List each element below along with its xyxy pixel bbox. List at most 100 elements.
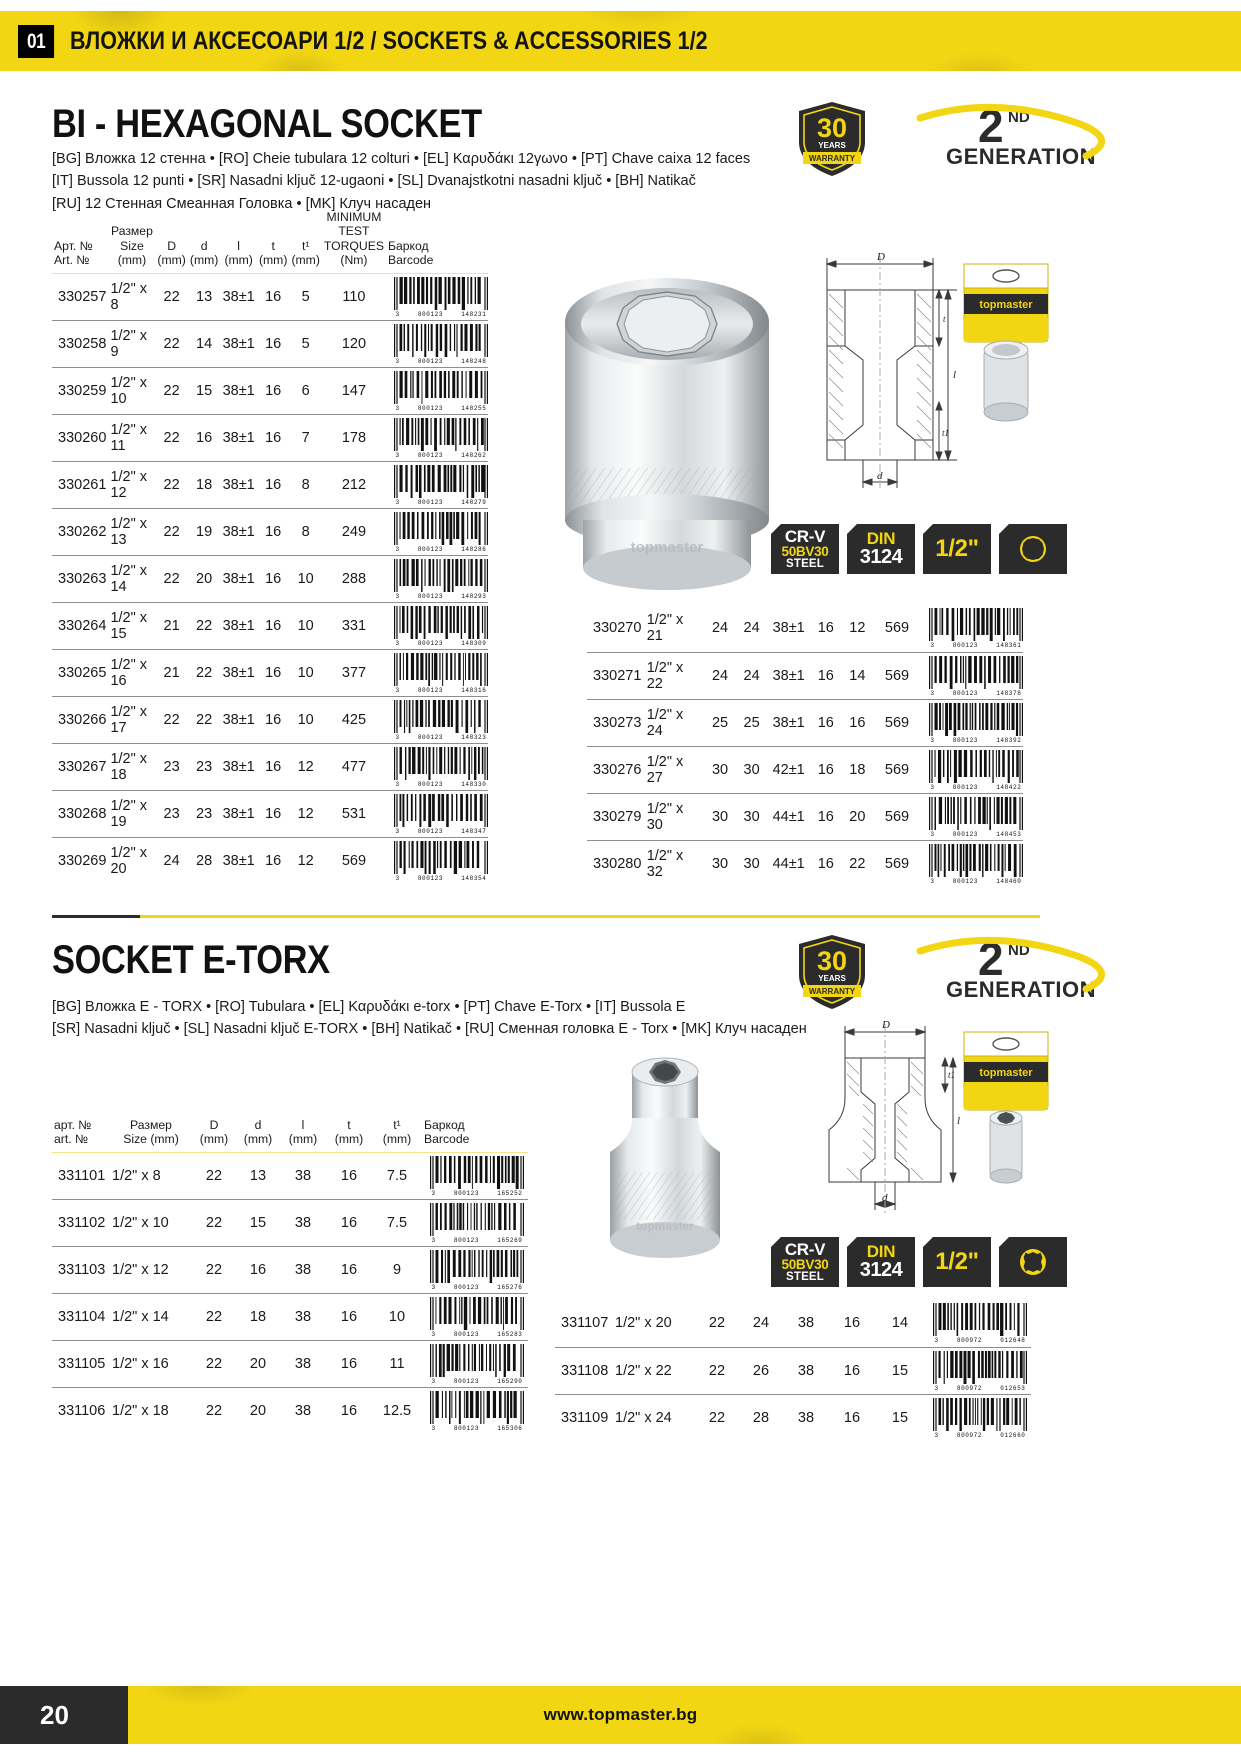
cell-size: 1/2" x 20 <box>108 836 156 885</box>
cell-torque: 110 <box>321 272 386 321</box>
barcode: 3 800123 148316 <box>393 652 488 694</box>
cell-D: 22 <box>192 1151 236 1200</box>
barcode: 3 800123 148293 <box>393 558 488 600</box>
product-photo-hexagonal-socket: topmaster <box>565 278 769 590</box>
cell-barcode: 3 800123 165283 <box>422 1292 528 1341</box>
cell-t1: 12.5 <box>372 1386 422 1435</box>
barcode: 3 800123 148286 <box>393 511 488 553</box>
cell-l: 38±1 <box>220 648 257 697</box>
svg-text:30: 30 <box>817 946 847 976</box>
cell-t: 16 <box>256 366 290 415</box>
table-row: 331107 1/2" x 20 22 24 38 16 14 3 800972 012648 <box>555 1300 1031 1347</box>
second-generation-logo-2: 2 ND GENERATION <box>916 933 1106 1002</box>
barcode-digits: 3 800123 148392 <box>928 736 1023 744</box>
table-row: 330270 1/2" x 21 24 24 38±1 16 12 569 3 800123 148… <box>587 605 1023 652</box>
table-row: 330276 1/2" x 27 30 30 42±1 16 18 569 3 800123 148… <box>587 745 1023 793</box>
section-langs-etorx: [BG] Вложка E - TORX • [RO] Tubulara • [… <box>52 996 807 1041</box>
barcode: 3 800972 012648 <box>933 1303 1027 1345</box>
cell-barcode: 3 800123 148279 <box>385 460 488 509</box>
cell-d: 30 <box>735 745 768 793</box>
barcode: 3 800123 148231 <box>393 276 488 318</box>
cell-barcode: 3 800123 148248 <box>385 319 488 368</box>
barcode: 3 800123 165276 <box>430 1249 524 1291</box>
torx-profile-icon <box>1020 1249 1046 1275</box>
cell-l: 38 <box>280 1151 326 1200</box>
cell-D: 23 <box>155 742 188 791</box>
svg-text:YEARS: YEARS <box>818 141 846 150</box>
cell-d: 18 <box>236 1292 280 1341</box>
cell-D: 22 <box>695 1346 739 1394</box>
cell-D: 24 <box>704 651 736 699</box>
cell-d: 22 <box>187 695 221 744</box>
barcode-digits: 3 800123 148255 <box>393 404 488 412</box>
cell-size: 1/2" x 19 <box>108 789 156 838</box>
column-header-bottom: (mm) <box>189 253 219 268</box>
table-row: 330263 1/2" x 14 22 20 38±1 16 10 288 3 800123 148… <box>52 554 488 603</box>
cell-art: 330262 <box>52 507 109 556</box>
cell-t1: 5 <box>289 319 322 368</box>
cell-D: 24 <box>711 620 729 637</box>
cell-barcode: 3 800123 148361 <box>921 605 1023 652</box>
table-row: 330271 1/2" x 22 24 24 38±1 16 14 569 3 800123 148… <box>587 651 1023 699</box>
cell-D: 22 <box>155 366 188 415</box>
barcode-digits: 3 800123 148460 <box>928 877 1023 885</box>
barcode: 3 800123 148453 <box>928 796 1023 838</box>
column-header-top: t¹ <box>301 238 310 253</box>
column-header-bottom: Barcode <box>424 1132 470 1147</box>
cell-D: 21 <box>155 601 188 650</box>
cell-art: 330271 <box>587 651 645 699</box>
barcode: 3 800123 148460 <box>928 843 1023 885</box>
table-row: 330260 1/2" x 11 22 16 38±1 16 7 178 3 800123 1482… <box>52 413 488 462</box>
cell-art: 331103 <box>52 1245 110 1294</box>
hangtag-packaging-hexagonal: topmaster <box>963 263 1049 422</box>
section-title-socket-e-torx: SOCKET E-TORX <box>52 938 330 982</box>
badge-crv-line2: 50BV30 <box>781 1256 829 1272</box>
cell-barcode: 3 800123 148422 <box>920 745 1023 793</box>
cell-barcode: 3 800123 165252 <box>422 1151 528 1200</box>
barcode-digits: 3 800972 012648 <box>933 1337 1027 1345</box>
cell-D: 22 <box>192 1292 236 1341</box>
column-header-mm: t (mm) <box>326 1118 372 1152</box>
cell-barcode: 3 800123 148354 <box>385 836 488 885</box>
cell-l: 38±1 <box>220 601 257 650</box>
cell-size: 1/2" x 18 <box>108 742 156 791</box>
warranty-30-years-icon: 30 YEARS WARRANTY <box>799 102 865 176</box>
cell-t1: 22 <box>841 839 874 887</box>
cell-art: 331102 <box>52 1198 110 1247</box>
cell-art: 331107 <box>561 1315 609 1332</box>
cell-d: 26 <box>739 1346 783 1394</box>
cell-t1: 9 <box>372 1245 422 1294</box>
cell-D: 24 <box>155 836 188 885</box>
barcode: 3 800123 148392 <box>928 702 1023 744</box>
cell-t: 16 <box>256 272 290 321</box>
cell-t1: 10 <box>289 601 322 650</box>
badge-material-crv-2: CR-V 50BV30 STEEL <box>771 1237 839 1287</box>
cell-D: 22 <box>192 1339 236 1388</box>
cell-size: 1/2" x 22 <box>613 1346 695 1394</box>
cell-art: 330280 <box>587 839 645 887</box>
cell-l: 44±1 <box>767 792 810 840</box>
lang-line-1: [BG] Вложка E - TORX • [RO] Tubulara • [… <box>52 999 686 1015</box>
cell-D: 22 <box>708 1315 726 1332</box>
cell-l: 38±1 <box>220 554 257 603</box>
barcode-digits: 3 800123 165269 <box>430 1236 524 1244</box>
barcode-digits: 3 800123 165252 <box>430 1189 524 1197</box>
badge-crv-line3: STEEL <box>785 557 825 570</box>
column-header-bottom: art. № <box>54 1132 89 1147</box>
technical-drawing-etorx: D l t1 d <box>828 1019 960 1214</box>
cell-art: 330269 <box>52 836 109 885</box>
cell-t: 16 <box>809 792 842 840</box>
barcode: 3 800972 012653 <box>933 1350 1027 1392</box>
barcode: 3 800123 148309 <box>393 605 488 647</box>
barcode-digits: 3 800123 148316 <box>393 686 488 694</box>
table-row: 330265 1/2" x 16 21 22 38±1 16 10 377 3 800123 148… <box>52 648 488 697</box>
cell-l: 38±1 <box>220 366 257 415</box>
lang-line-2: [SR] Nasadni ključ • [SL] Nasadni ključ … <box>52 1021 807 1038</box>
cell-size: 1/2" x 14 <box>108 554 156 603</box>
cell-t: 16 <box>809 745 842 793</box>
column-header-bottom: (mm) <box>291 253 320 268</box>
cell-t1: 12 <box>289 742 322 791</box>
cell-D: 22 <box>155 554 188 603</box>
cell-t: 16 <box>809 698 842 746</box>
table-row: 330269 1/2" x 20 24 28 38±1 16 12 569 3 800123 148… <box>52 836 488 885</box>
